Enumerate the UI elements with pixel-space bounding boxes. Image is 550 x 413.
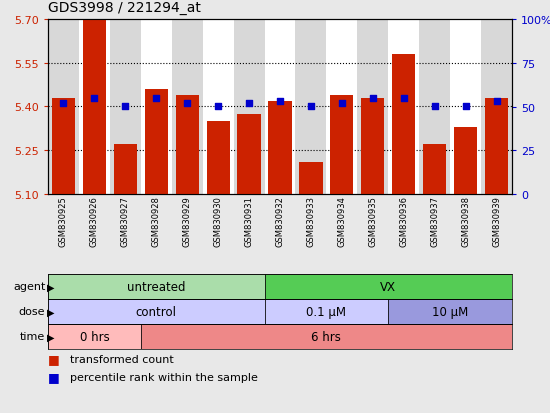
Bar <box>110 20 141 195</box>
Bar <box>202 20 234 195</box>
Text: 0 hrs: 0 hrs <box>80 330 109 343</box>
Bar <box>392 55 415 195</box>
Bar <box>207 122 230 195</box>
Text: ▶: ▶ <box>47 332 55 342</box>
Bar <box>52 99 75 195</box>
Point <box>492 99 501 105</box>
Bar <box>175 95 199 195</box>
Bar <box>265 20 295 195</box>
Point <box>59 100 68 107</box>
Bar <box>423 145 446 195</box>
Text: agent: agent <box>13 282 45 292</box>
Bar <box>361 99 384 195</box>
Text: control: control <box>136 305 177 318</box>
Text: 6 hrs: 6 hrs <box>311 330 342 343</box>
Bar <box>48 324 141 349</box>
Bar <box>48 274 265 299</box>
Point <box>306 104 315 111</box>
Point <box>368 95 377 102</box>
Text: ▶: ▶ <box>47 307 55 317</box>
Point <box>338 100 346 107</box>
Bar <box>454 128 477 195</box>
Text: ■: ■ <box>48 370 64 384</box>
Bar <box>326 20 358 195</box>
Point <box>183 100 191 107</box>
Point <box>461 104 470 111</box>
Bar <box>79 20 110 195</box>
Bar <box>299 163 322 195</box>
Bar <box>145 90 168 195</box>
Text: time: time <box>20 332 45 342</box>
Text: percentile rank within the sample: percentile rank within the sample <box>70 372 258 382</box>
Bar <box>172 20 202 195</box>
Text: ■: ■ <box>48 353 64 366</box>
Point <box>214 104 223 111</box>
Text: ▶: ▶ <box>47 282 55 292</box>
Bar <box>141 324 512 349</box>
Bar <box>114 145 137 195</box>
Bar <box>330 95 354 195</box>
Bar <box>388 299 512 324</box>
Bar <box>48 299 265 324</box>
Text: VX: VX <box>380 280 396 293</box>
Bar <box>265 274 512 299</box>
Point <box>430 104 439 111</box>
Text: 0.1 μM: 0.1 μM <box>306 305 346 318</box>
Bar <box>268 102 292 195</box>
Bar <box>234 20 265 195</box>
Point <box>399 95 408 102</box>
Bar <box>358 20 388 195</box>
Bar <box>238 114 261 195</box>
Bar <box>141 20 172 195</box>
Point <box>121 104 130 111</box>
Point <box>90 95 99 102</box>
Point <box>152 95 161 102</box>
Bar <box>295 20 326 195</box>
Bar <box>388 20 419 195</box>
Bar <box>265 299 388 324</box>
Point <box>276 99 284 105</box>
Bar <box>450 20 481 195</box>
Bar <box>48 20 79 195</box>
Text: GDS3998 / 221294_at: GDS3998 / 221294_at <box>48 1 201 15</box>
Bar <box>83 20 106 195</box>
Text: dose: dose <box>19 307 45 317</box>
Text: transformed count: transformed count <box>70 354 174 364</box>
Bar <box>481 20 512 195</box>
Point <box>245 100 254 107</box>
Bar <box>419 20 450 195</box>
Bar <box>485 99 508 195</box>
Text: 10 μM: 10 μM <box>432 305 468 318</box>
Text: untreated: untreated <box>127 280 185 293</box>
